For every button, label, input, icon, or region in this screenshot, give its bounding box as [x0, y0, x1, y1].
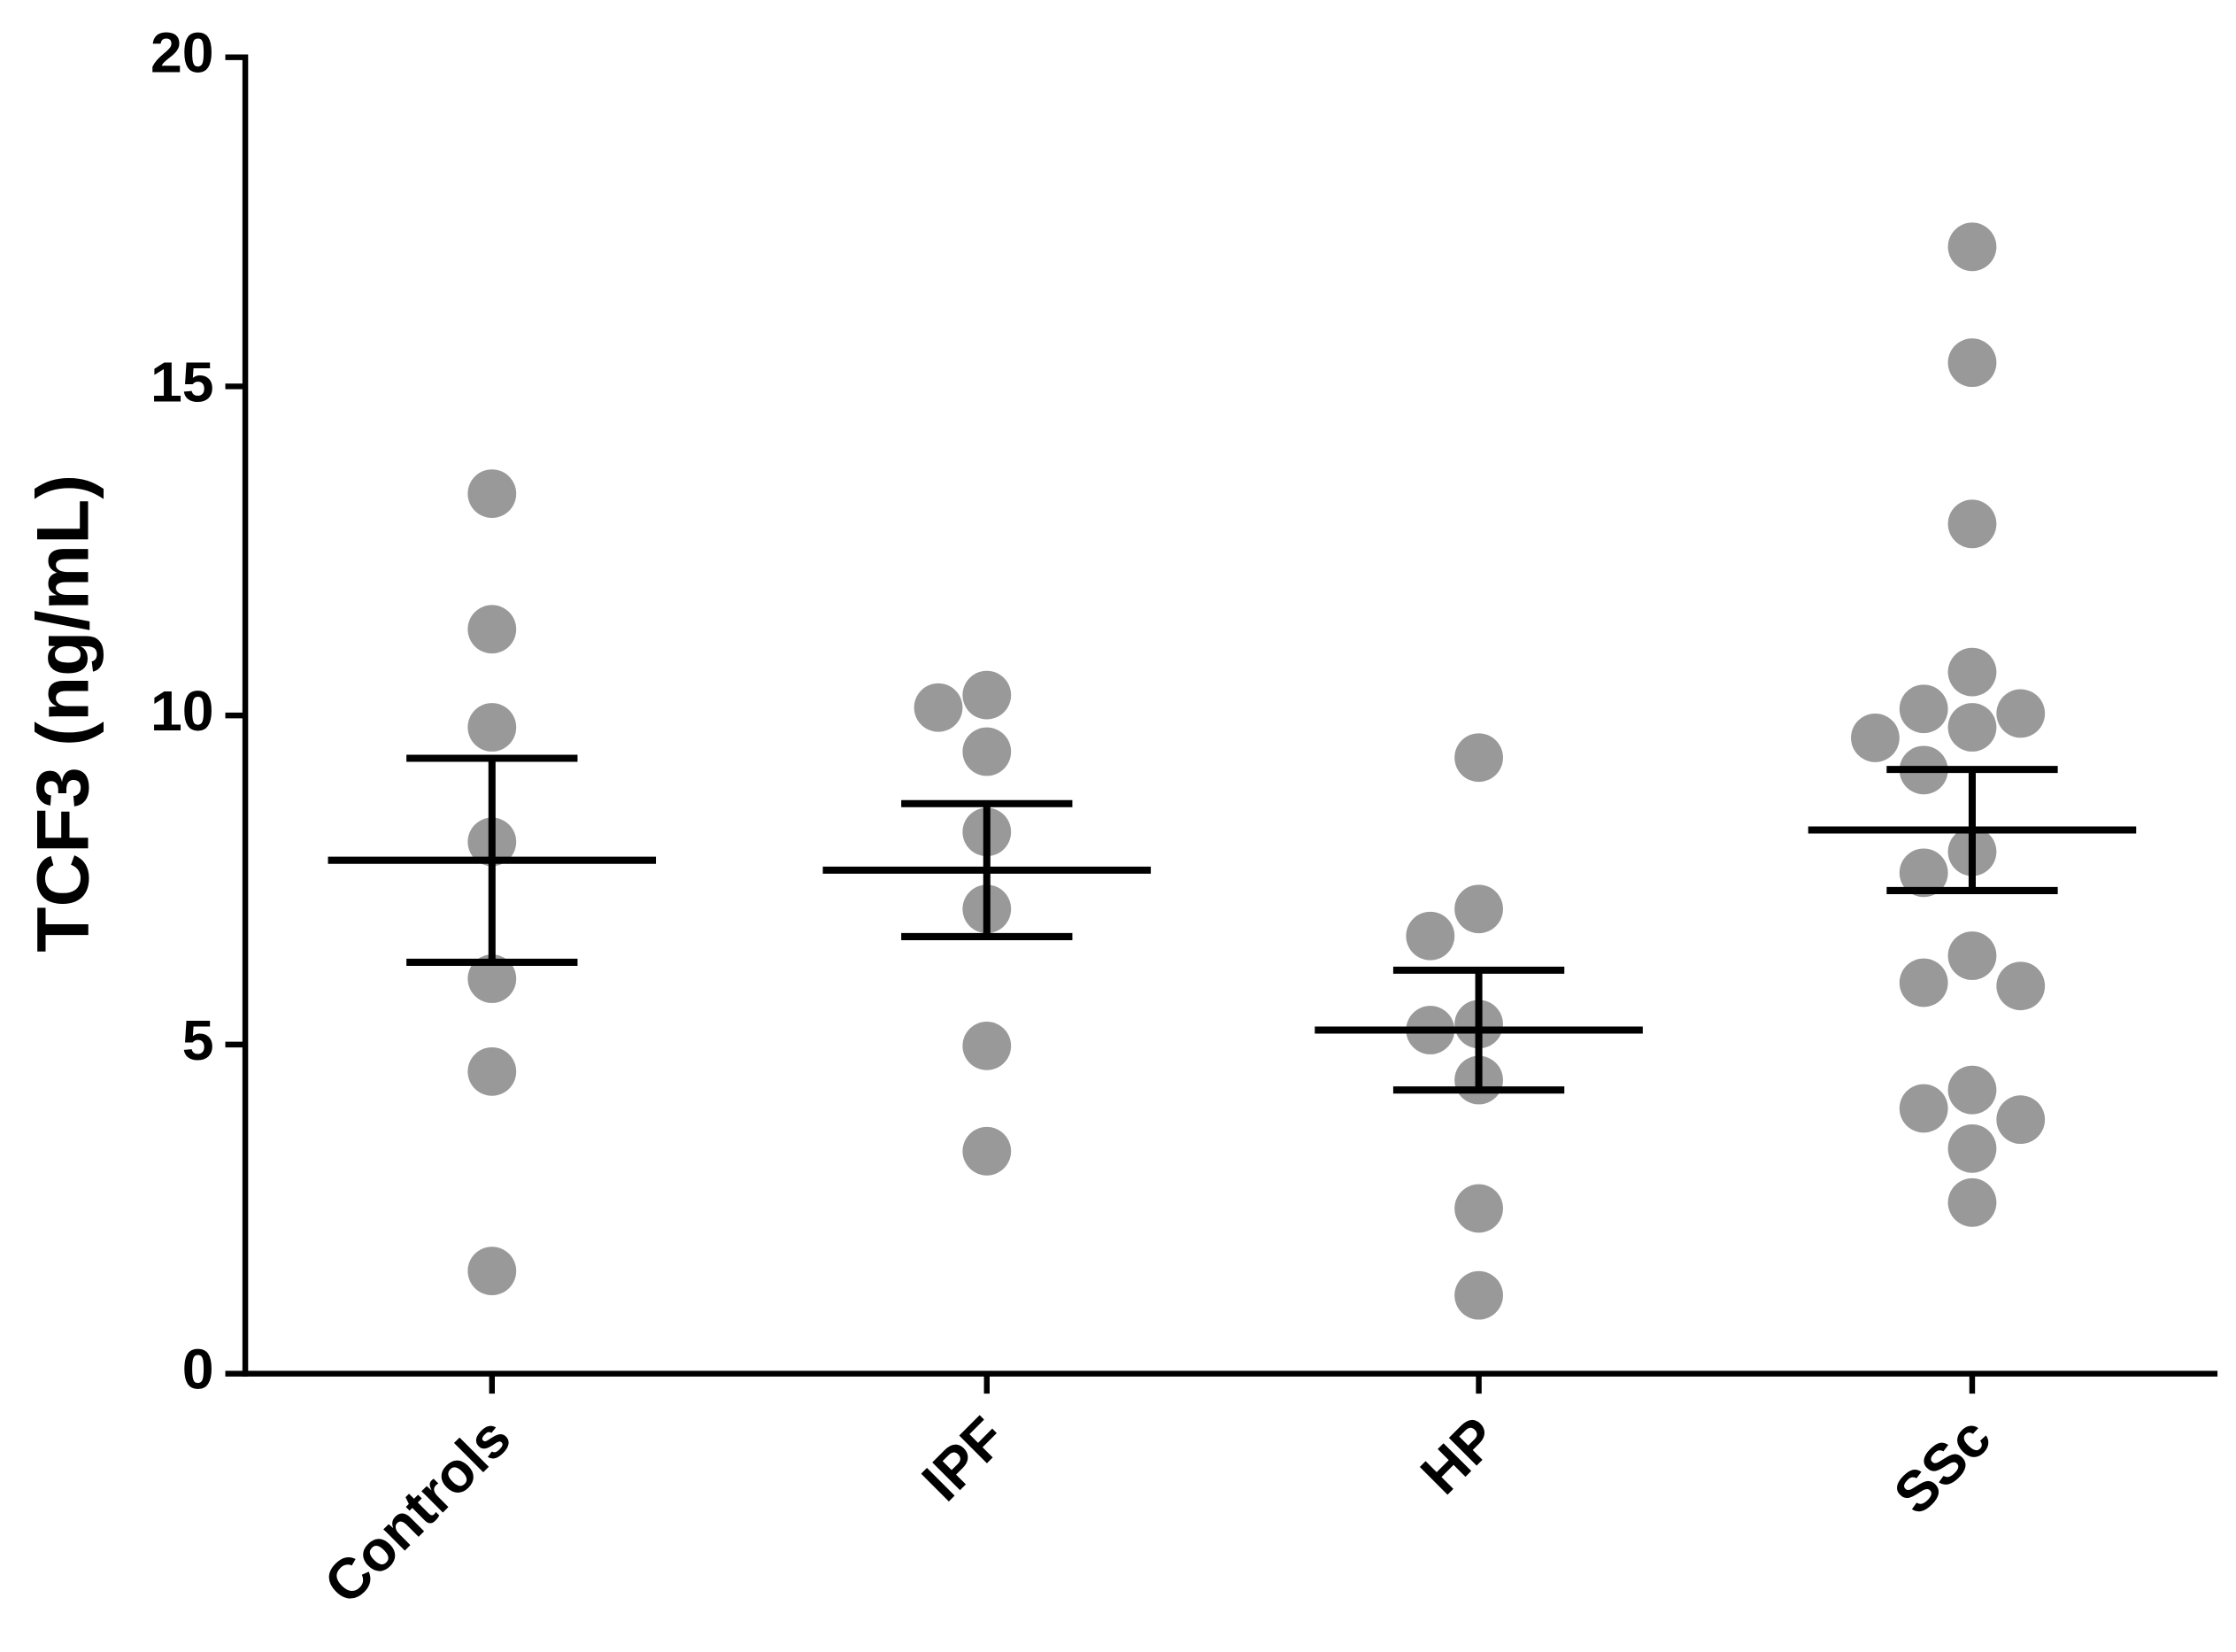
data-point [1899, 1084, 1948, 1133]
data-point [1454, 1270, 1503, 1320]
x-tick-label: IPF [910, 1405, 1018, 1513]
data-point [1947, 1065, 1997, 1115]
data-point [1947, 222, 1997, 272]
y-tick-label: 20 [150, 21, 214, 85]
data-point [1899, 958, 1948, 1007]
data-point [914, 683, 963, 732]
data-point [1947, 499, 1997, 549]
data-point [1996, 689, 2046, 738]
data-point [962, 670, 1012, 720]
y-tick-label: 0 [182, 1338, 214, 1401]
data-point [467, 1247, 517, 1296]
data-point [467, 954, 517, 1003]
data-point [1996, 1095, 2046, 1145]
y-tick-label: 15 [150, 350, 214, 413]
data-point [1947, 1177, 1997, 1227]
data-point [467, 1046, 517, 1096]
data-point [1947, 931, 1997, 980]
data-point [467, 469, 517, 518]
y-axis-label: TCF3 (ng/mL) [20, 475, 104, 953]
data-point [1406, 911, 1455, 961]
data-point [1899, 848, 1948, 898]
data-point [1454, 884, 1503, 934]
data-point [962, 727, 1012, 776]
data-point [1454, 1184, 1503, 1233]
data-point [467, 703, 517, 752]
data-point [1947, 338, 1997, 388]
data-point [962, 1021, 1012, 1070]
y-tick-label: 10 [150, 679, 214, 743]
data-point [467, 605, 517, 654]
data-point [1454, 733, 1503, 783]
data-point [1947, 1123, 1997, 1173]
y-tick-label: 5 [182, 1008, 214, 1072]
x-tick-label: HP [1408, 1405, 1509, 1506]
x-tick-label: SSc [1882, 1405, 2003, 1526]
data-point [962, 1126, 1012, 1176]
data-point [1947, 647, 1997, 697]
data-point [1899, 684, 1948, 734]
x-tick-label: Controls [312, 1405, 522, 1616]
data-point [1851, 714, 1900, 762]
data-point [1996, 961, 2046, 1011]
data-point [1947, 703, 1997, 752]
